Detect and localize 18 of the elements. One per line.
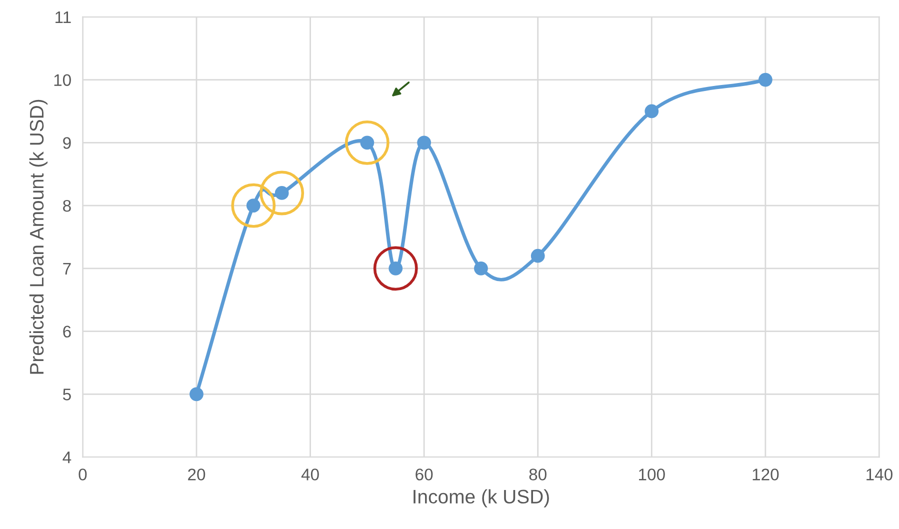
x-tick-label: 40 xyxy=(301,468,319,480)
y-tick-label: 6 xyxy=(63,326,71,338)
y-tick-label: 8 xyxy=(63,200,71,212)
y-tick-label: 7 xyxy=(63,263,71,274)
x-tick-label: 100 xyxy=(639,468,665,480)
x-tick-label: 80 xyxy=(529,468,546,480)
y-tick-label: 11 xyxy=(56,12,71,23)
x-tick-label: 140 xyxy=(866,468,892,480)
x-axis-title: Income (k USD) xyxy=(414,489,549,508)
y-tick-label: 5 xyxy=(62,388,71,400)
x-tick-label: 60 xyxy=(416,468,433,480)
y-tick-label: 9 xyxy=(63,137,71,149)
x-tick-label: 120 xyxy=(752,468,779,480)
y-tick-label: 10 xyxy=(54,74,71,86)
y-axis-title: Predicted Loan Amount (k USD) xyxy=(29,100,48,374)
y-tick-label: 4 xyxy=(62,452,72,464)
x-tick-label: 0 xyxy=(78,468,87,480)
x-tick-label: 20 xyxy=(188,468,206,480)
